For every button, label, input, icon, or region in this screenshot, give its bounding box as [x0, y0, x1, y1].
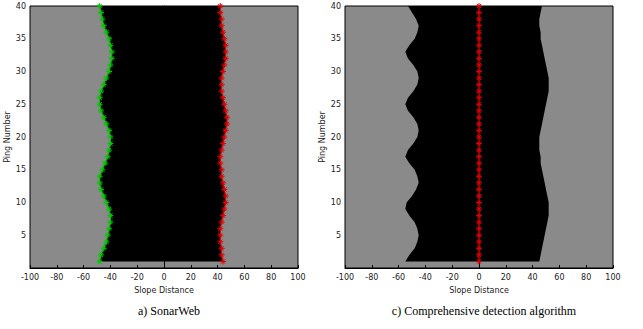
svg-text:40: 40 [16, 2, 26, 11]
svg-text:20: 20 [331, 133, 341, 142]
svg-text:Slope Distance: Slope Distance [134, 286, 194, 295]
svg-text:25: 25 [331, 100, 341, 109]
svg-text:Slope Distance: Slope Distance [449, 286, 509, 295]
svg-text:-60: -60 [77, 273, 90, 282]
svg-text:-100: -100 [336, 273, 354, 282]
svg-text:60: 60 [554, 273, 564, 282]
svg-text:80: 80 [581, 273, 591, 282]
svg-text:-40: -40 [419, 273, 432, 282]
svg-text:-40: -40 [104, 273, 117, 282]
svg-text:a) SonarWeb: a) SonarWeb [138, 304, 200, 318]
svg-text:100: 100 [290, 273, 305, 282]
svg-text:20: 20 [501, 273, 511, 282]
svg-text:40: 40 [528, 273, 538, 282]
svg-text:-20: -20 [131, 273, 144, 282]
svg-text:15: 15 [16, 165, 26, 174]
svg-text:c) Comprehensive detection alg: c) Comprehensive detection algorithm [392, 304, 577, 318]
svg-text:20: 20 [186, 273, 196, 282]
svg-text:35: 35 [16, 34, 26, 43]
svg-text:Ping Number: Ping Number [318, 110, 327, 162]
svg-text:40: 40 [331, 2, 341, 11]
svg-text:10: 10 [16, 198, 26, 207]
svg-text:30: 30 [16, 67, 26, 76]
svg-text:35: 35 [331, 34, 341, 43]
svg-text:20: 20 [16, 133, 26, 142]
svg-text:60: 60 [239, 273, 249, 282]
svg-text:-60: -60 [392, 273, 405, 282]
svg-text:Ping Number: Ping Number [3, 110, 12, 162]
svg-text:5: 5 [336, 231, 341, 240]
svg-text:40: 40 [213, 273, 223, 282]
svg-text:80: 80 [266, 273, 276, 282]
svg-text:0: 0 [476, 273, 481, 282]
svg-text:10: 10 [331, 198, 341, 207]
svg-text:0: 0 [161, 273, 166, 282]
svg-text:-20: -20 [446, 273, 459, 282]
svg-text:25: 25 [16, 100, 26, 109]
svg-text:100: 100 [605, 273, 620, 282]
svg-text:15: 15 [331, 165, 341, 174]
svg-text:5: 5 [21, 231, 26, 240]
svg-text:30: 30 [331, 67, 341, 76]
svg-text:-100: -100 [21, 273, 39, 282]
svg-text:-80: -80 [50, 273, 63, 282]
svg-text:-80: -80 [365, 273, 378, 282]
